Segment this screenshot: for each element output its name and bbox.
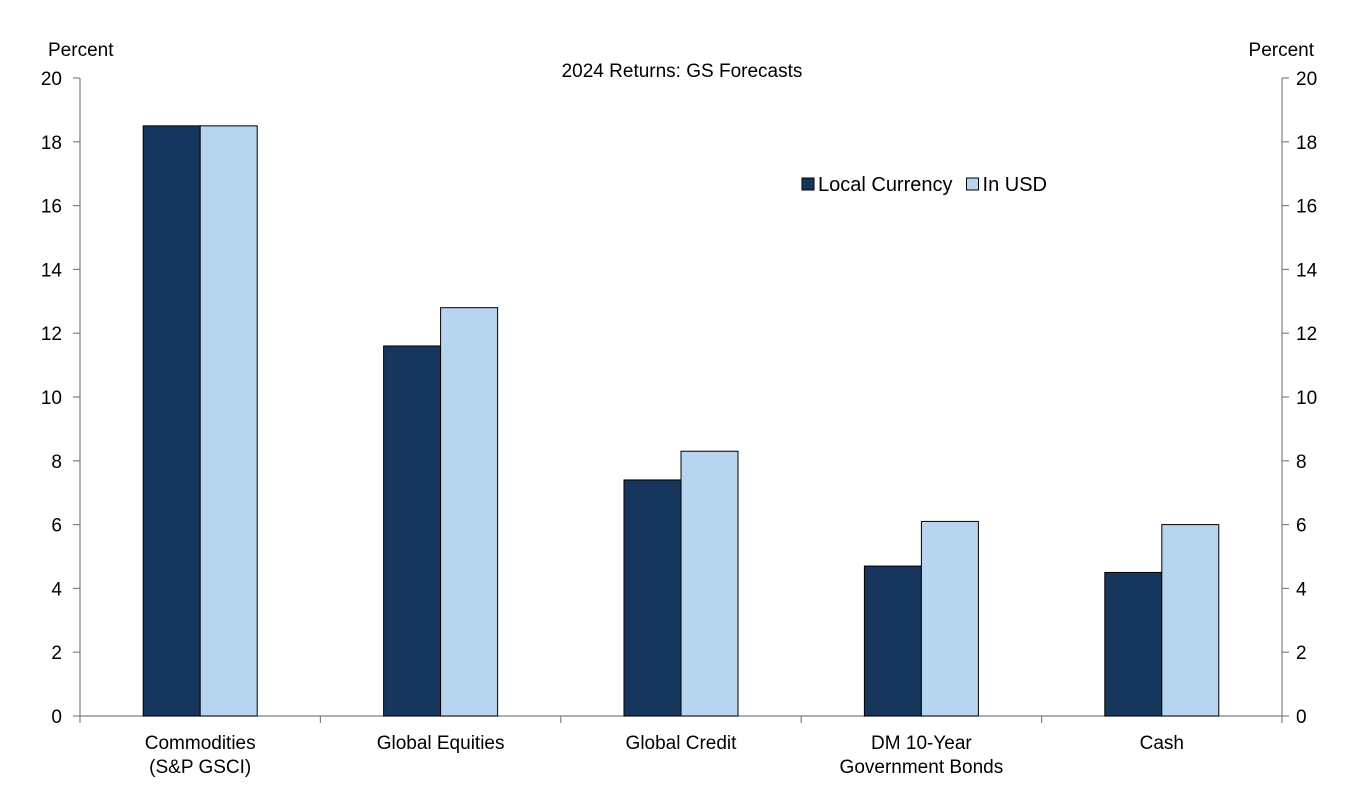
bar-in-usd xyxy=(440,307,499,717)
y-tick-label-right: 6 xyxy=(1296,516,1307,537)
x-category-label: Global Credit xyxy=(626,733,738,754)
chart-title: 2024 Returns: GS Forecasts xyxy=(562,61,803,82)
x-category-label: (S&P GSCI) xyxy=(149,757,251,778)
category-labels: Commodities (S&P GSCI) Global Equities Glob… xyxy=(145,733,1184,778)
x-category-label: Cash xyxy=(1140,733,1184,754)
y-tick-label-right: 10 xyxy=(1296,388,1317,409)
y-tick-label-left: 8 xyxy=(51,452,62,473)
y-tick-label-right: 18 xyxy=(1296,133,1317,154)
bar-in-usd xyxy=(199,125,258,717)
y-tick-label-left: 10 xyxy=(41,388,62,409)
y-tick-label-right: 0 xyxy=(1296,707,1307,728)
y-tick-label-right: 12 xyxy=(1296,324,1317,345)
x-category-label: Commodities xyxy=(145,733,256,754)
y-tick-label-left: 2 xyxy=(51,643,62,664)
legend-swatch xyxy=(966,177,980,191)
y-tick-label-right: 4 xyxy=(1296,579,1307,600)
y-tick-label-left: 12 xyxy=(41,324,62,345)
bar-in-usd xyxy=(1161,524,1220,717)
bar-local-currency xyxy=(383,345,442,717)
bars xyxy=(142,125,1220,717)
legend-label: Local Currency xyxy=(818,174,953,196)
y-tick-label-left: 20 xyxy=(41,69,62,90)
y-tick-label-left: 0 xyxy=(51,707,62,728)
y-tick-label-right: 8 xyxy=(1296,452,1307,473)
y-axis-right-label: Percent xyxy=(1249,40,1315,61)
y-tick-label-left: 4 xyxy=(51,579,62,600)
tick-labels: 0 0 2 2 4 4 6 6 8 8 10 10 12 12 14 14 16 16 18 18 20 20 xyxy=(41,69,1318,728)
y-tick-label-left: 14 xyxy=(41,260,63,281)
y-tick-label-right: 14 xyxy=(1296,260,1318,281)
bar-local-currency xyxy=(1104,571,1163,717)
legend-label: In USD xyxy=(983,174,1047,196)
y-tick-label-right: 2 xyxy=(1296,643,1307,664)
legend: Local Currency In USD xyxy=(801,174,1047,196)
x-category-label: Government Bonds xyxy=(840,757,1004,778)
bar-local-currency xyxy=(863,565,922,717)
y-tick-label-left: 18 xyxy=(41,133,62,154)
bar-in-usd xyxy=(920,520,979,717)
bar-in-usd xyxy=(680,450,739,717)
legend-swatch xyxy=(801,177,815,191)
y-tick-label-right: 16 xyxy=(1296,197,1317,218)
y-axis-left-label: Percent xyxy=(48,40,114,61)
bar-local-currency xyxy=(142,125,201,717)
bar-local-currency xyxy=(623,479,682,717)
y-tick-label-left: 6 xyxy=(51,516,62,537)
x-category-label: DM 10-Year xyxy=(871,733,972,754)
y-tick-label-right: 20 xyxy=(1296,69,1317,90)
x-category-label: Global Equities xyxy=(377,733,505,754)
y-tick-label-left: 16 xyxy=(41,197,62,218)
